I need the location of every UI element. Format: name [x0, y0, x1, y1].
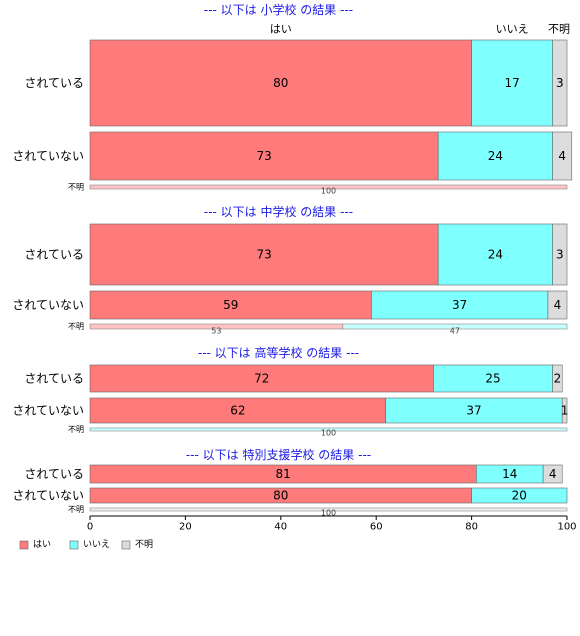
legend-label-2: 不明 — [135, 539, 153, 550]
data-label: 72 — [254, 372, 269, 386]
data-label: 17 — [505, 76, 520, 90]
data-label: 53 — [211, 327, 221, 336]
x-tick-label: 60 — [370, 522, 383, 533]
bar-segment-2 — [89, 507, 568, 512]
bar-segment-2 — [542, 464, 563, 484]
data-label: 73 — [256, 149, 271, 163]
data-label: 1 — [561, 404, 569, 418]
bar-segment-1 — [371, 290, 549, 320]
row-label: されていない — [12, 149, 84, 163]
bar-segment-1 — [437, 131, 553, 181]
bar-segment-2 — [552, 223, 568, 286]
bar-segment-2 — [552, 364, 563, 393]
data-label: 62 — [230, 404, 245, 418]
panel-title: --- 以下は 高等学校 の結果 --- — [198, 345, 359, 360]
data-label: 24 — [488, 248, 503, 262]
bar-segment-1 — [471, 487, 568, 504]
data-label: 80 — [273, 76, 288, 90]
row-label: 不明 — [68, 183, 84, 192]
bar-segment-1 — [437, 223, 553, 286]
data-label: 3 — [556, 76, 564, 90]
data-label: 37 — [466, 404, 481, 418]
panel-title: --- 以下は 中学校 の結果 --- — [204, 204, 353, 219]
data-label: 3 — [556, 248, 564, 262]
data-label: 59 — [223, 298, 238, 312]
row-label: されている — [24, 372, 84, 386]
row-label: されている — [24, 76, 84, 90]
bar-segment-1 — [89, 427, 568, 432]
legend-swatch-2 — [121, 540, 131, 550]
data-label: 73 — [256, 248, 271, 262]
bar-segment-2 — [561, 397, 568, 424]
panel-title: --- 以下は 小学校 の結果 --- — [204, 2, 353, 17]
row-label: されていない — [12, 489, 84, 503]
data-label: 4 — [549, 467, 557, 481]
column-header-2: 不明 — [548, 23, 570, 36]
data-label: 25 — [485, 372, 500, 386]
data-label: 4 — [554, 298, 562, 312]
row-label: されている — [24, 248, 84, 262]
legend-swatch-0 — [19, 540, 29, 550]
x-tick-label: 40 — [274, 522, 287, 533]
data-label: 37 — [452, 298, 467, 312]
bar-segment-0 — [89, 364, 434, 393]
x-tick-label: 20 — [179, 522, 192, 533]
data-label: 4 — [558, 149, 566, 163]
data-label: 100 — [321, 429, 336, 438]
data-label: 24 — [488, 149, 503, 163]
legend-label-0: はい — [33, 539, 51, 550]
data-label: 100 — [321, 187, 336, 196]
bar-segment-0 — [89, 131, 439, 181]
x-tick-label: 0 — [87, 522, 93, 533]
data-label: 47 — [450, 327, 460, 336]
column-header-1: いいえ — [496, 23, 529, 36]
bar-segment-2 — [552, 39, 568, 127]
bar-segment-0 — [89, 223, 439, 286]
row-label: されていない — [12, 404, 84, 418]
bar-segment-0 — [89, 184, 568, 190]
legend-swatch-1 — [69, 540, 79, 550]
bar-segment-2 — [552, 131, 573, 181]
x-tick-label: 80 — [465, 522, 478, 533]
bar-segment-0 — [89, 39, 472, 127]
legend-label-1: いいえ — [83, 539, 110, 550]
bar-segment-0 — [89, 290, 372, 320]
bar-segment-1 — [471, 39, 553, 127]
row-label: されている — [24, 467, 84, 481]
bar-segment-1 — [385, 397, 563, 424]
data-label: 20 — [512, 489, 527, 503]
column-header-0: はい — [270, 23, 292, 36]
panel-title: --- 以下は 特別支援学校 の結果 --- — [186, 447, 371, 462]
bar-segment-2 — [547, 290, 568, 320]
data-label: 14 — [502, 467, 517, 481]
data-label: 2 — [554, 372, 562, 386]
bar-segment-1 — [433, 364, 553, 393]
data-label: 100 — [321, 509, 336, 518]
data-label: 81 — [276, 467, 291, 481]
bar-segment-1 — [342, 323, 568, 330]
data-label: 80 — [273, 489, 288, 503]
bar-segment-0 — [89, 397, 387, 424]
row-label: 不明 — [68, 425, 84, 434]
row-label: されていない — [12, 298, 84, 312]
x-tick-label: 100 — [557, 522, 576, 533]
row-label: 不明 — [68, 505, 84, 514]
row-label: 不明 — [68, 322, 84, 331]
